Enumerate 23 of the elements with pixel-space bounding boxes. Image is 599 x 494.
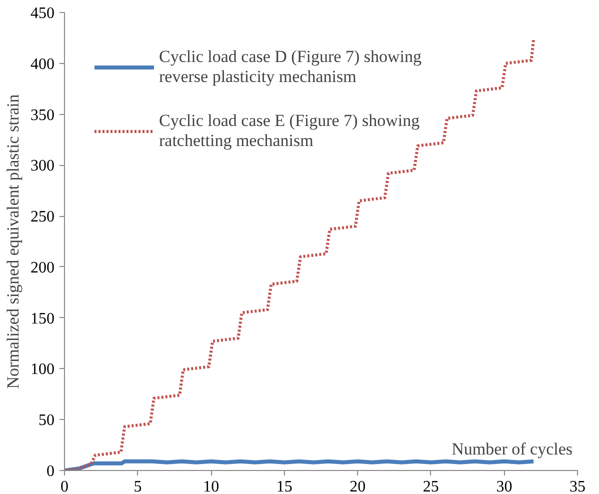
y-tick-label: 350 [30,106,54,124]
x-tick-label: 25 [422,478,439,494]
legend-label: Cyclic load case D (Figure 7) showing reverse plasticity mechanism [159,46,422,88]
x-tick-label: 30 [496,478,512,494]
line-series [64,459,536,470]
x-axis-title: Number of cycles [452,440,572,458]
y-tick-label: 0 [46,463,54,480]
x-tick-label: 10 [203,478,220,494]
x-tick-label: 5 [134,478,142,494]
y-tick-label: 100 [30,361,54,378]
y-tick-label: 50 [38,412,54,430]
x-tick-label: 0 [60,478,68,494]
x-tick-label: 15 [276,478,292,494]
x-tick-label: 35 [570,478,586,494]
y-tick-label: 400 [30,56,54,73]
y-tick-label: 250 [30,208,54,226]
y-tick-label: 450 [30,5,54,22]
y-tick-label: 200 [30,259,54,276]
x-tick-label: 20 [350,478,366,494]
legend-label: Cyclic load case E (Figure 7) showing ratchetting mechanism [159,110,420,152]
y-tick-label: 150 [30,310,54,328]
y-axis-title: Normalized signed equivalent plastic strain [4,94,22,389]
y-tick-label: 300 [30,158,54,175]
